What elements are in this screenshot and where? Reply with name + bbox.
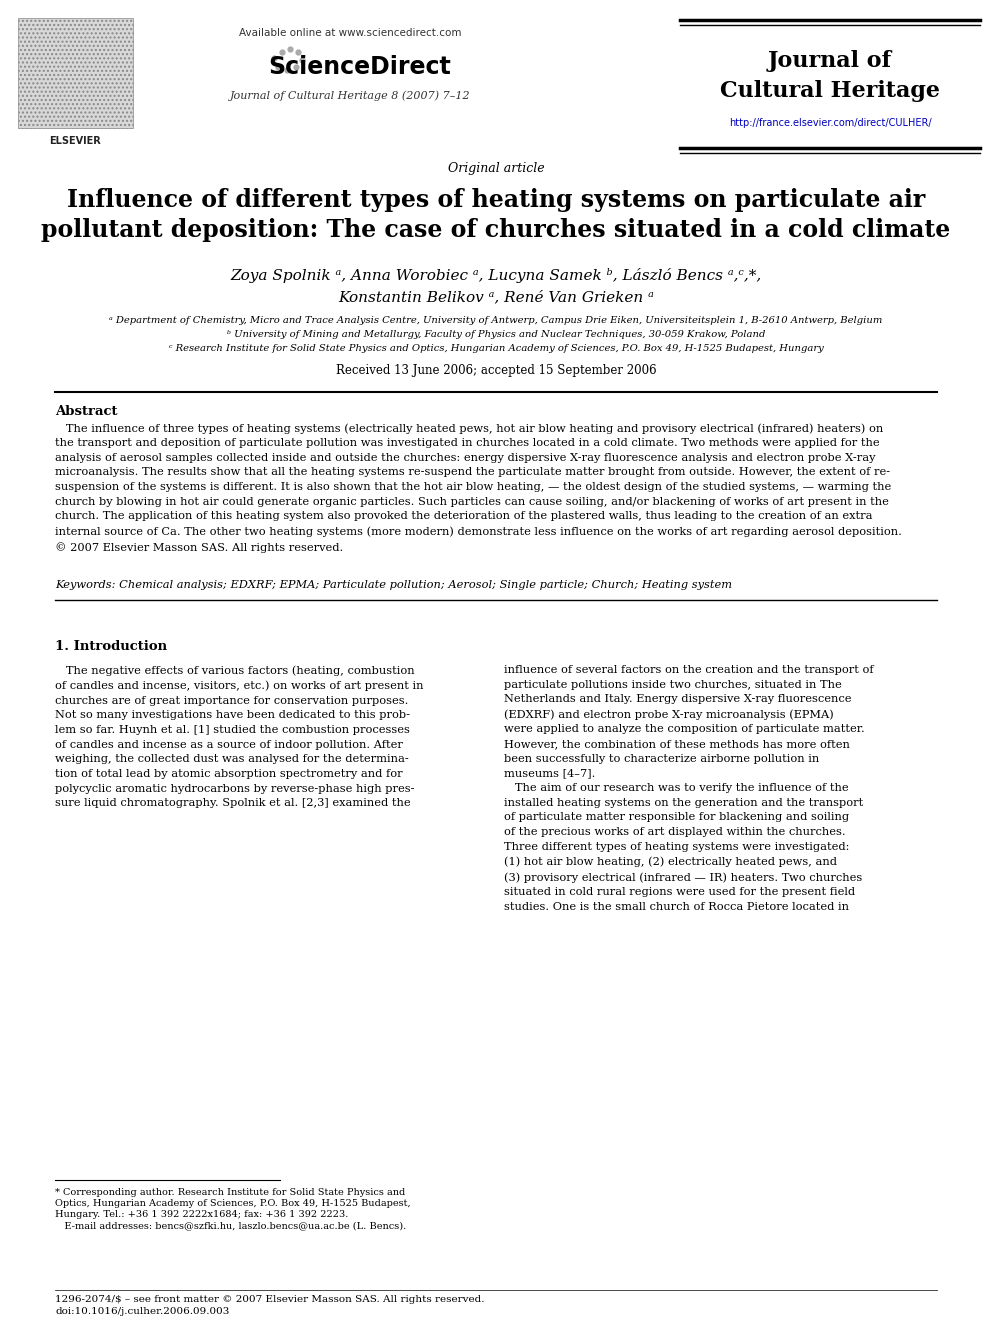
Text: http://france.elsevier.com/direct/CULHER/: http://france.elsevier.com/direct/CULHER… xyxy=(729,118,931,128)
Text: Keywords: Chemical analysis; EDXRF; EPMA; Particulate pollution; Aerosol; Single: Keywords: Chemical analysis; EDXRF; EPMA… xyxy=(55,579,732,590)
Text: pollutant deposition: The case of churches situated in a cold climate: pollutant deposition: The case of church… xyxy=(42,218,950,242)
Text: Journal of: Journal of xyxy=(768,50,892,71)
Text: Original article: Original article xyxy=(447,161,545,175)
Text: 1. Introduction: 1. Introduction xyxy=(55,640,167,654)
Text: Abstract: Abstract xyxy=(55,405,117,418)
Text: 1296-2074/$ – see front matter © 2007 Elsevier Masson SAS. All rights reserved.: 1296-2074/$ – see front matter © 2007 El… xyxy=(55,1295,484,1304)
Text: ᵇ University of Mining and Metallurgy, Faculty of Physics and Nuclear Techniques: ᵇ University of Mining and Metallurgy, F… xyxy=(227,329,765,339)
Text: E-mail addresses: bencs@szfki.hu, laszlo.bencs@ua.ac.be (L. Bencs).: E-mail addresses: bencs@szfki.hu, laszlo… xyxy=(55,1221,407,1230)
Text: Zoya Spolnik ᵃ, Anna Worobiec ᵃ, Lucyna Samek ᵇ, László Bencs ᵃ,ᶜ,*,: Zoya Spolnik ᵃ, Anna Worobiec ᵃ, Lucyna … xyxy=(230,269,762,283)
Text: Hungary. Tel.: +36 1 392 2222x1684; fax: +36 1 392 2223.: Hungary. Tel.: +36 1 392 2222x1684; fax:… xyxy=(55,1211,348,1218)
Text: Konstantin Belikov ᵃ, René Van Grieken ᵃ: Konstantin Belikov ᵃ, René Van Grieken ᵃ xyxy=(338,290,654,304)
Text: doi:10.1016/j.culher.2006.09.003: doi:10.1016/j.culher.2006.09.003 xyxy=(55,1307,229,1316)
Text: * Corresponding author. Research Institute for Solid State Physics and: * Corresponding author. Research Institu… xyxy=(55,1188,406,1197)
Text: The influence of three types of heating systems (electrically heated pews, hot a: The influence of three types of heating … xyxy=(55,423,902,553)
Text: The negative effects of various factors (heating, combustion
of candles and ince: The negative effects of various factors … xyxy=(55,665,424,808)
Text: Available online at www.sciencedirect.com: Available online at www.sciencedirect.co… xyxy=(239,28,461,38)
Text: ELSEVIER: ELSEVIER xyxy=(50,136,101,146)
Bar xyxy=(18,19,133,128)
Text: ScienceDirect: ScienceDirect xyxy=(269,56,451,79)
Text: influence of several factors on the creation and the transport of
particulate po: influence of several factors on the crea… xyxy=(504,665,874,912)
Text: ᵃ Department of Chemistry, Micro and Trace Analysis Centre, University of Antwer: ᵃ Department of Chemistry, Micro and Tra… xyxy=(109,316,883,325)
Text: Journal of Cultural Heritage 8 (2007) 7–12: Journal of Cultural Heritage 8 (2007) 7–… xyxy=(230,90,470,101)
Text: Cultural Heritage: Cultural Heritage xyxy=(720,79,940,102)
Text: Influence of different types of heating systems on particulate air: Influence of different types of heating … xyxy=(66,188,926,212)
Text: Optics, Hungarian Academy of Sciences, P.O. Box 49, H-1525 Budapest,: Optics, Hungarian Academy of Sciences, P… xyxy=(55,1199,411,1208)
Text: ᶜ Research Institute for Solid State Physics and Optics, Hungarian Academy of Sc: ᶜ Research Institute for Solid State Phy… xyxy=(169,344,823,353)
Text: Received 13 June 2006; accepted 15 September 2006: Received 13 June 2006; accepted 15 Septe… xyxy=(335,364,657,377)
